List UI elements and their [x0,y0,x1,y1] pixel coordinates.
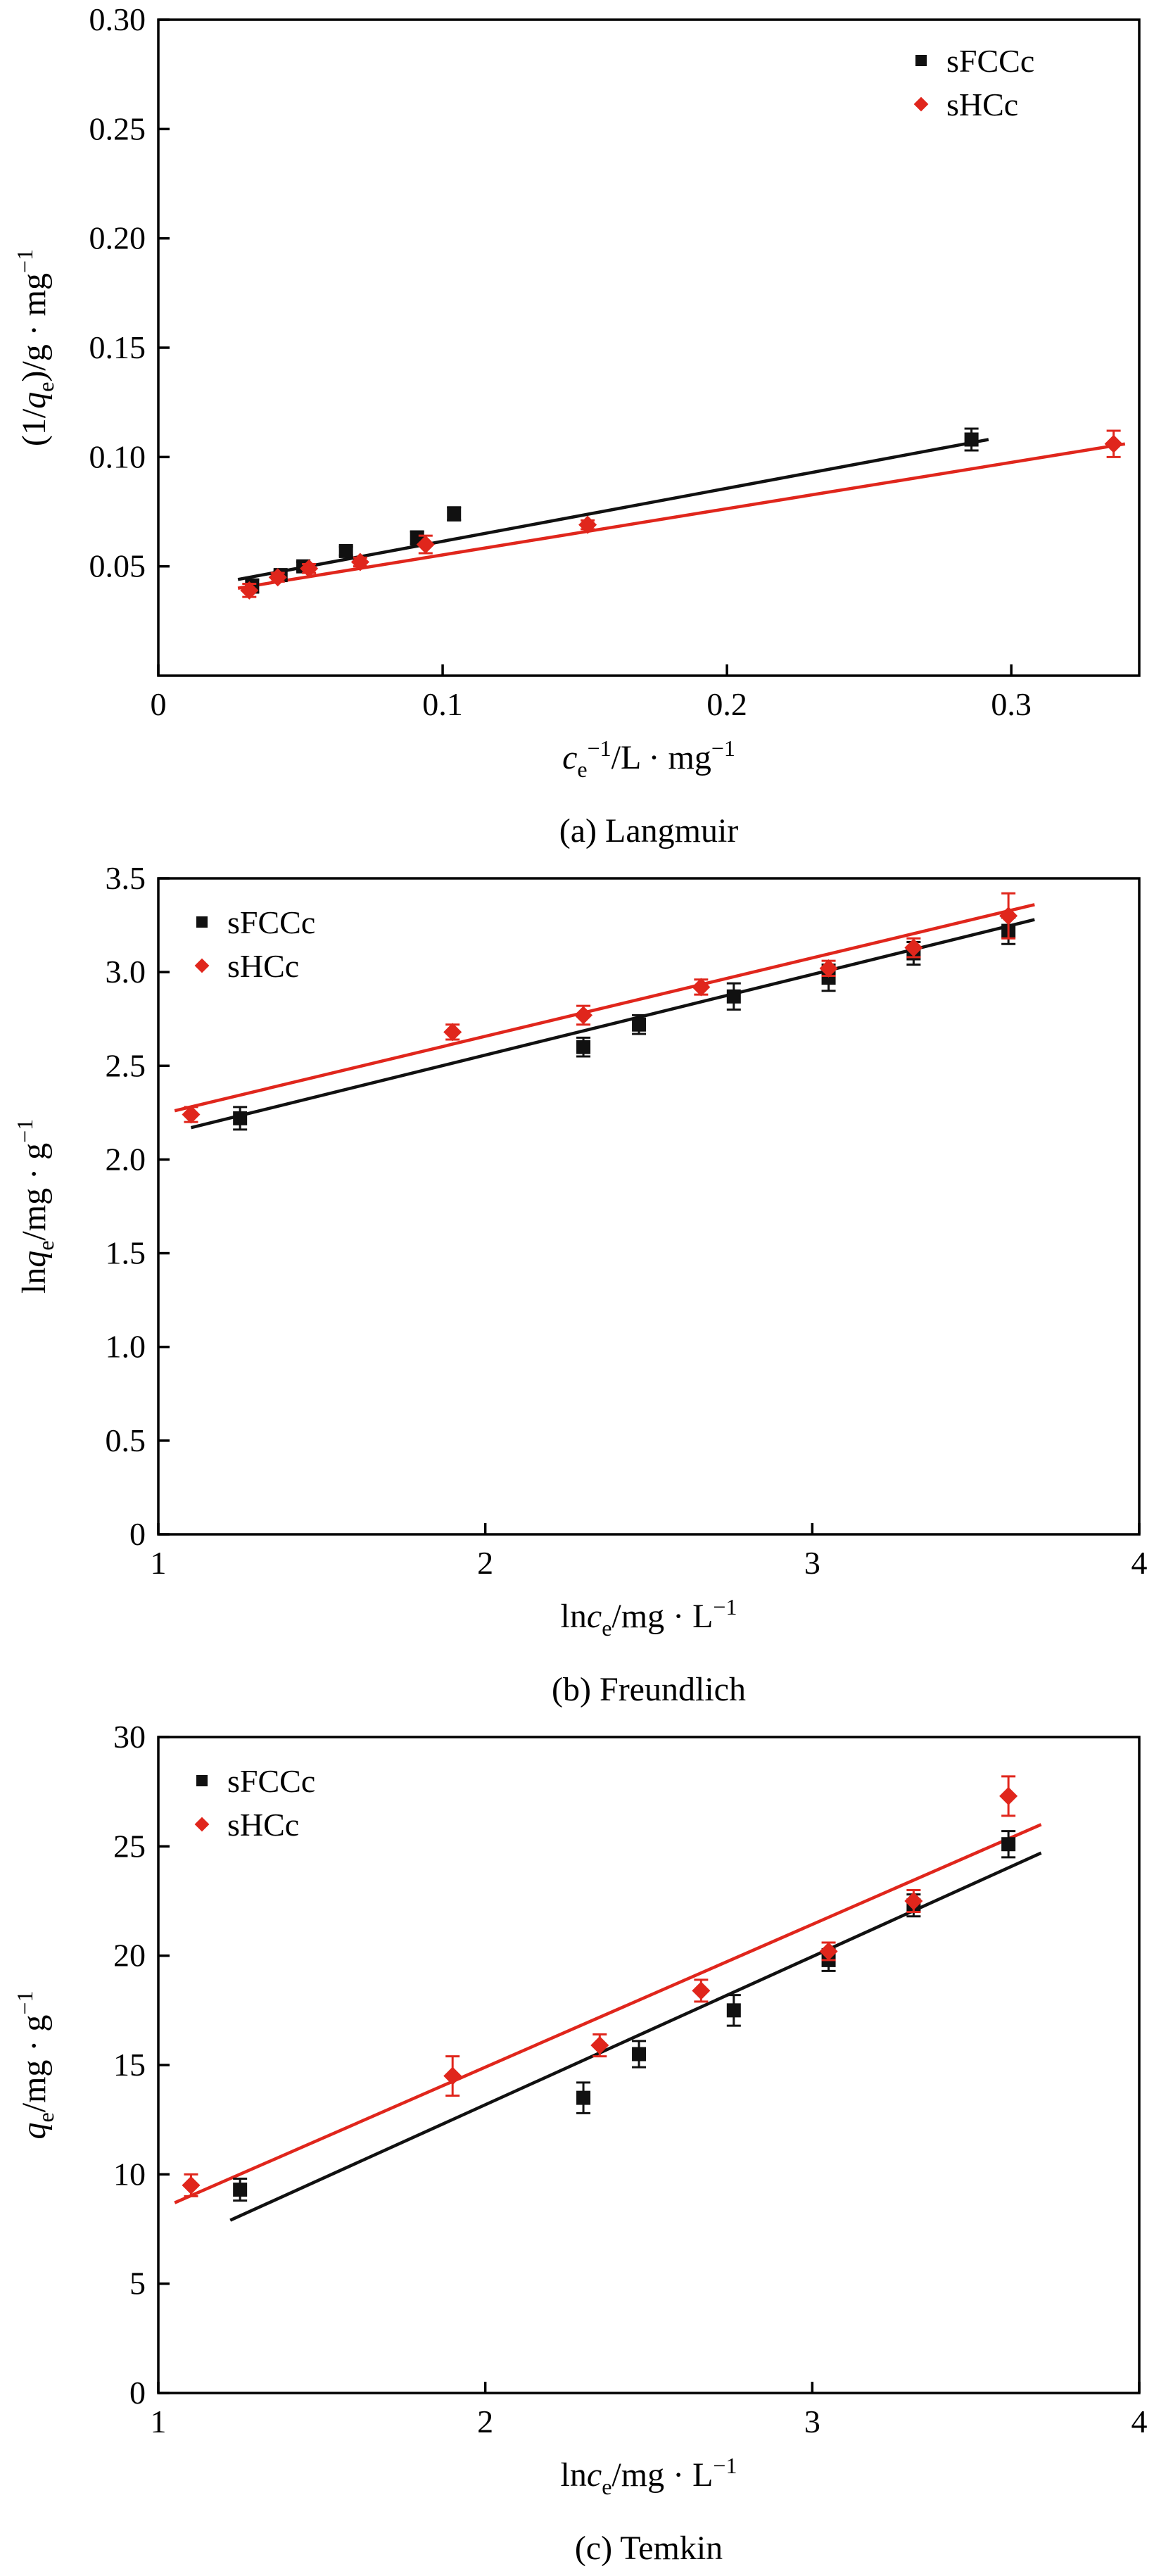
svg-text:0.25: 0.25 [89,111,146,146]
svg-text:0.30: 0.30 [89,1,146,37]
svg-text:20: 20 [113,1938,146,1974]
svg-text:4: 4 [1131,1545,1148,1581]
svg-text:0.3: 0.3 [991,686,1032,722]
svg-text:(1/qe)/g · mg−1: (1/qe)/g · mg−1 [12,249,58,446]
figure-temkin: 1 2 3 4 0 5 10 15 20 25 30 lnce/mg · L−1 qe/mg · g−1… [0,1717,1173,2576]
svg-text:sHCc: sHCc [227,1807,299,1843]
svg-text:10: 10 [113,2156,146,2192]
svg-text:3.0: 3.0 [106,954,146,990]
svg-text:0.20: 0.20 [89,220,146,256]
svg-text:0.5: 0.5 [106,1422,146,1458]
svg-text:30: 30 [113,1719,146,1755]
svg-text:1: 1 [151,2404,167,2439]
svg-text:lnqe/mg · g−1: lnqe/mg · g−1 [12,1119,58,1294]
svg-text:sFCCc: sFCCc [946,43,1034,79]
caption-langmuir: (a) Langmuir [559,812,739,850]
freundlich-plot: 1 2 3 4 0 0.5 1.0 1.5 2.0 2.5 3.0 3.5 lnce/mg · L−1 l… [12,860,1148,1641]
svg-text:qe/mg · g−1: qe/mg · g−1 [12,1991,58,2140]
svg-text:sHCc: sHCc [946,87,1018,122]
svg-text:1.0: 1.0 [106,1329,146,1365]
svg-text:ce−1/L · mg−1: ce−1/L · mg−1 [562,735,735,782]
svg-text:2.5: 2.5 [106,1047,146,1083]
caption-freundlich: (b) Freundlich [552,1671,746,1708]
svg-text:3: 3 [804,1545,820,1581]
svg-text:0.10: 0.10 [89,438,146,474]
svg-text:1.5: 1.5 [106,1235,146,1271]
figure-langmuir: 0 0.1 0.2 0.3 0.05 0.10 0.15 0.20 0.25 0.30 ce−1/L… [0,0,1173,859]
svg-text:2.0: 2.0 [106,1141,146,1177]
svg-text:lnce/mg · L−1: lnce/mg · L−1 [561,2453,737,2499]
svg-text:0.15: 0.15 [89,329,146,365]
svg-text:sFCCc: sFCCc [227,1763,315,1799]
langmuir-plot: 0 0.1 0.2 0.3 0.05 0.10 0.15 0.20 0.25 0.30 ce−1/L… [12,1,1141,782]
svg-text:0: 0 [129,1516,146,1552]
svg-text:4: 4 [1131,2404,1148,2439]
svg-text:2: 2 [477,1545,493,1581]
svg-text:0: 0 [129,2375,146,2411]
svg-text:5: 5 [129,2266,146,2302]
svg-text:2: 2 [477,2404,493,2439]
svg-text:15: 15 [113,2047,146,2083]
svg-text:0.05: 0.05 [89,548,146,584]
figure-freundlich: 1 2 3 4 0 0.5 1.0 1.5 2.0 2.5 3.0 3.5 lnce/mg · L−1 l… [0,859,1173,1717]
svg-text:0.2: 0.2 [706,686,747,722]
svg-text:3: 3 [804,2404,820,2439]
svg-text:25: 25 [113,1828,146,1864]
temkin-plot: 1 2 3 4 0 5 10 15 20 25 30 lnce/mg · L−1 qe/mg · g−1… [12,1719,1148,2499]
caption-temkin: (c) Temkin [574,2530,723,2567]
svg-text:sFCCc: sFCCc [227,904,315,940]
svg-text:lnce/mg · L−1: lnce/mg · L−1 [561,1594,737,1641]
svg-text:1: 1 [151,1545,167,1581]
svg-text:3.5: 3.5 [106,860,146,896]
svg-text:0: 0 [151,686,167,722]
svg-text:0.1: 0.1 [422,686,463,722]
svg-text:sHCc: sHCc [227,948,299,984]
